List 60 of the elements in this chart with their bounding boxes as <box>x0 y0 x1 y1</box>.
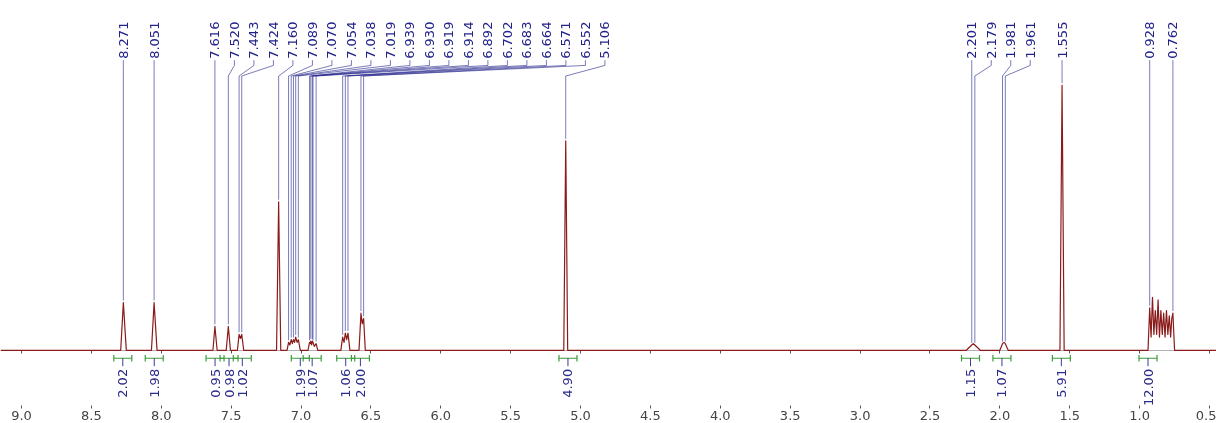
annotation: 2.201 <box>964 21 980 59</box>
annotation: 5.106 <box>597 21 613 59</box>
annotation: 6.919 <box>441 21 457 59</box>
x-tick-label: 5.0 <box>570 407 591 423</box>
annotation: 2.179 <box>983 21 999 59</box>
x-tick-label: 6.5 <box>360 407 382 423</box>
annotation: 6.664 <box>538 21 554 59</box>
annotation: 4.90 <box>560 368 576 398</box>
x-tick-label: 5.5 <box>500 407 522 423</box>
annotation: 6.939 <box>402 21 418 59</box>
x-tick-label: 7.5 <box>220 407 242 423</box>
annotation: 1.555 <box>1054 21 1070 59</box>
annotation: 0.928 <box>1142 21 1158 59</box>
annotation: 7.054 <box>343 21 359 59</box>
annotation: 6.702 <box>499 21 515 59</box>
annotation: 6.892 <box>480 21 496 59</box>
annotation: 1.15 <box>963 368 978 398</box>
annotation: 7.520 <box>226 21 242 59</box>
annotation: 12.00 <box>1140 368 1156 407</box>
annotation: 7.070 <box>324 21 340 59</box>
x-tick-label: 4.5 <box>640 407 661 423</box>
x-tick-label: 1.0 <box>1129 407 1150 423</box>
annotation: 7.160 <box>285 21 301 59</box>
x-tick-label: 2.0 <box>989 407 1011 423</box>
annotation: 6.930 <box>421 21 437 59</box>
annotation: 7.443 <box>246 21 262 59</box>
annotation: 7.038 <box>363 21 379 59</box>
annotation: 0.98 <box>221 368 237 398</box>
x-tick-label: 4.0 <box>709 407 731 423</box>
annotation: 2.00 <box>352 368 368 398</box>
annotation: 1.07 <box>994 368 1010 398</box>
annotation: 7.019 <box>382 21 398 59</box>
annotation: 6.914 <box>460 21 476 59</box>
annotation: 6.552 <box>577 21 593 59</box>
annotation: 6.571 <box>558 21 574 59</box>
annotation: 6.683 <box>519 21 535 59</box>
x-tick-label: 1.5 <box>1059 407 1081 423</box>
annotation: 5.91 <box>1053 368 1069 398</box>
annotation: 7.424 <box>265 21 281 59</box>
x-tick-label: 8.5 <box>81 407 102 423</box>
annotation: 1.98 <box>146 368 162 398</box>
annotation: 1.06 <box>338 368 354 398</box>
annotation: 7.616 <box>207 21 223 59</box>
x-tick-label: 3.0 <box>849 407 871 423</box>
annotation: 1.981 <box>1003 21 1019 59</box>
x-tick-label: 2.5 <box>919 407 941 423</box>
annotation: 2.02 <box>115 368 131 398</box>
x-tick-label: 6.0 <box>430 407 452 423</box>
annotation: 8.051 <box>146 21 162 59</box>
x-tick-label: 8.0 <box>150 407 172 423</box>
x-tick-label: 7.0 <box>290 407 312 423</box>
annotation: 1.961 <box>1022 21 1038 59</box>
annotation: 8.271 <box>115 21 131 59</box>
annotation: 0.762 <box>1165 21 1181 59</box>
x-tick-label: 9.0 <box>11 407 32 423</box>
x-tick-label: 3.5 <box>779 407 801 423</box>
annotation: 7.089 <box>304 21 320 59</box>
annotation: 0.95 <box>207 368 223 398</box>
annotation: 1.02 <box>234 368 250 398</box>
x-tick-label: 0.5 <box>1195 407 1216 423</box>
